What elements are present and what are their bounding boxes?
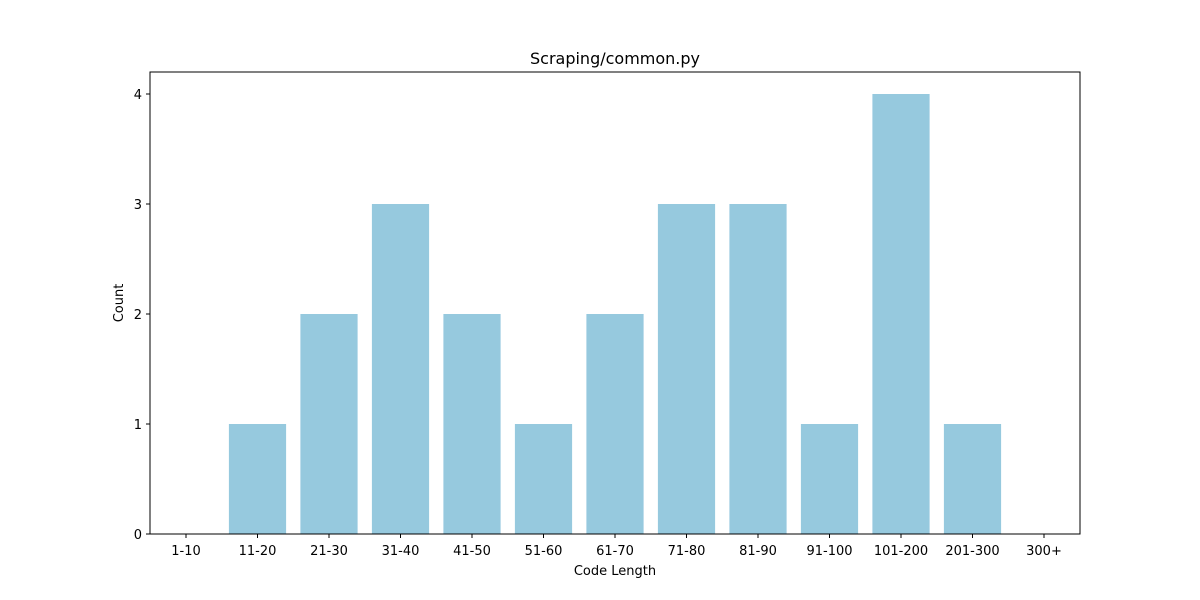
bar-81-90 bbox=[729, 204, 787, 534]
y-tick-label: 3 bbox=[134, 198, 142, 213]
bar-11-20 bbox=[228, 424, 287, 534]
bar-21-30 bbox=[300, 314, 358, 534]
bar-31-40 bbox=[371, 204, 430, 534]
x-axis-label: Code Length bbox=[574, 564, 656, 579]
x-tick-label: 11-20 bbox=[239, 544, 277, 559]
y-tick-label: 0 bbox=[134, 528, 142, 543]
x-axis-ticks: 1-10 11-20 21-30 31-40 41-50 51-60 61-70 71-80 8… bbox=[171, 534, 1062, 559]
chart-title: Scraping/common.py bbox=[530, 49, 700, 68]
y-axis-label: Count bbox=[112, 284, 127, 323]
bars-group bbox=[228, 94, 1002, 534]
x-tick-label: 31-40 bbox=[382, 544, 420, 559]
y-tick-label: 1 bbox=[134, 418, 142, 433]
x-tick-label: 51-60 bbox=[525, 544, 563, 559]
bar-51-60 bbox=[514, 424, 573, 534]
x-tick-label: 300+ bbox=[1026, 544, 1062, 559]
x-tick-label: 21-30 bbox=[310, 544, 348, 559]
x-tick-label: 1-10 bbox=[171, 544, 201, 559]
x-tick-label: 101-200 bbox=[874, 544, 928, 559]
y-axis-ticks: 0 1 2 3 4 bbox=[134, 88, 150, 543]
bar-61-70 bbox=[586, 314, 644, 534]
bar-91-100 bbox=[800, 424, 859, 534]
bar-71-80 bbox=[657, 204, 716, 534]
x-tick-label: 91-100 bbox=[806, 544, 852, 559]
x-tick-label: 71-80 bbox=[668, 544, 706, 559]
y-tick-label: 2 bbox=[134, 308, 142, 323]
bar-101-200 bbox=[872, 94, 930, 534]
bar-41-50 bbox=[443, 314, 501, 534]
y-tick-label: 4 bbox=[134, 88, 142, 103]
x-tick-label: 201-300 bbox=[945, 544, 999, 559]
bar-201-300 bbox=[943, 424, 1002, 534]
x-tick-label: 81-90 bbox=[739, 544, 777, 559]
x-tick-label: 61-70 bbox=[596, 544, 634, 559]
x-tick-label: 41-50 bbox=[453, 544, 491, 559]
